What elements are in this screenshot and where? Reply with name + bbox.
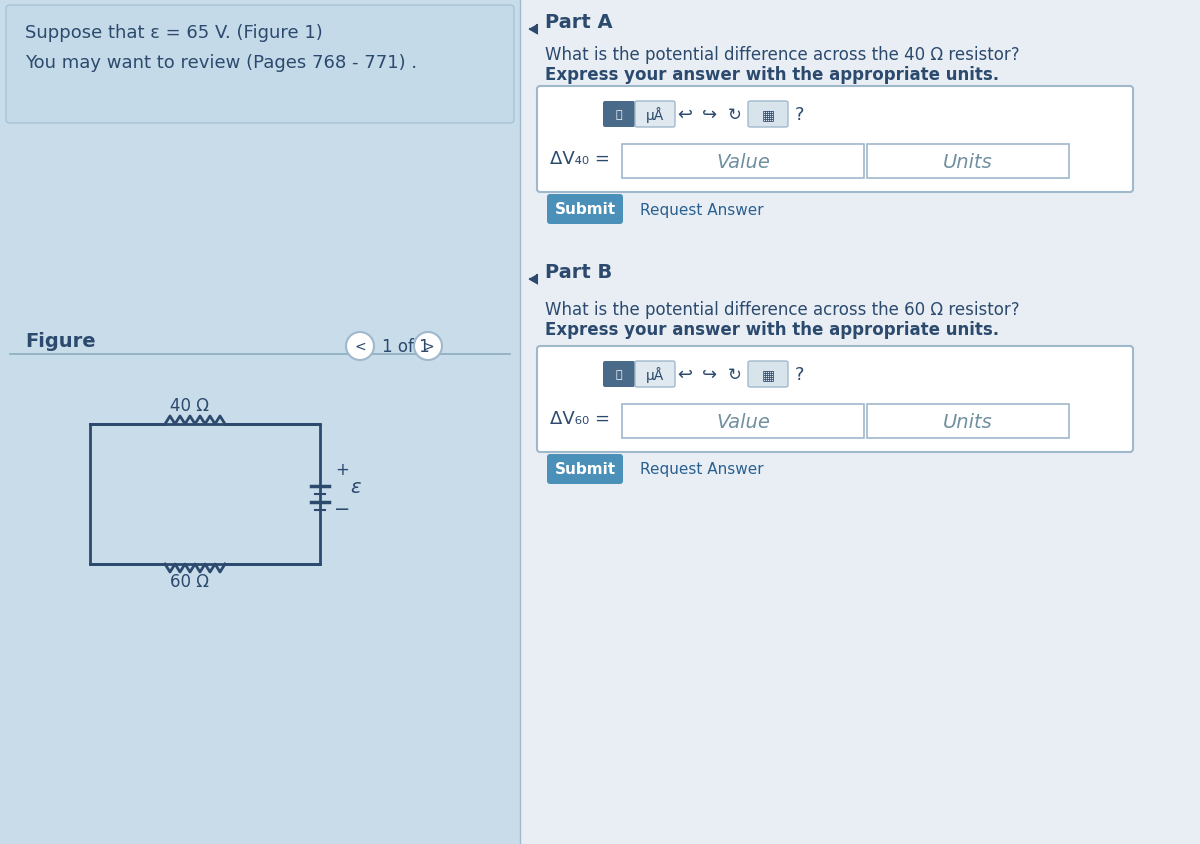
Text: ⬜: ⬜	[616, 370, 623, 380]
Text: >: >	[422, 339, 434, 354]
FancyBboxPatch shape	[635, 102, 674, 127]
FancyBboxPatch shape	[547, 454, 623, 484]
Text: Figure: Figure	[25, 332, 96, 350]
Text: μÅ: μÅ	[646, 107, 664, 123]
Text: ↪: ↪	[702, 106, 718, 124]
Text: Submit: Submit	[554, 203, 616, 217]
Text: ▦: ▦	[762, 368, 774, 381]
Text: Value: Value	[716, 152, 770, 171]
Text: ▦: ▦	[762, 108, 774, 122]
Polygon shape	[530, 26, 538, 34]
Text: 1 of 1: 1 of 1	[382, 338, 430, 355]
FancyBboxPatch shape	[604, 102, 635, 127]
Text: ?: ?	[796, 106, 805, 124]
FancyBboxPatch shape	[622, 404, 864, 439]
Text: ↻: ↻	[728, 365, 742, 383]
Text: ε: ε	[350, 478, 360, 496]
Text: Request Answer: Request Answer	[640, 462, 763, 477]
Text: <: <	[354, 339, 366, 354]
FancyBboxPatch shape	[604, 361, 635, 387]
Text: −: −	[334, 500, 350, 518]
Text: ΔV₆₀ =: ΔV₆₀ =	[550, 409, 610, 428]
FancyBboxPatch shape	[866, 145, 1069, 179]
Text: Request Answer: Request Answer	[640, 203, 763, 217]
FancyBboxPatch shape	[748, 361, 788, 387]
Text: ΔV₄₀ =: ΔV₄₀ =	[550, 150, 610, 168]
FancyBboxPatch shape	[866, 404, 1069, 439]
Circle shape	[414, 333, 442, 360]
Text: What is the potential difference across the 40 Ω resistor?: What is the potential difference across …	[545, 46, 1020, 64]
Text: 40 Ω: 40 Ω	[170, 397, 210, 414]
FancyBboxPatch shape	[748, 102, 788, 127]
Text: μÅ: μÅ	[646, 366, 664, 382]
Text: ?: ?	[796, 365, 805, 383]
FancyBboxPatch shape	[635, 361, 674, 387]
Text: Part A: Part A	[545, 13, 613, 32]
FancyBboxPatch shape	[0, 0, 520, 844]
FancyBboxPatch shape	[520, 0, 1200, 844]
FancyBboxPatch shape	[622, 145, 864, 179]
Polygon shape	[530, 276, 538, 284]
FancyBboxPatch shape	[538, 87, 1133, 192]
Text: Units: Units	[943, 412, 992, 431]
Text: ⬜: ⬜	[616, 110, 623, 120]
FancyBboxPatch shape	[6, 6, 514, 124]
Text: ↩: ↩	[678, 365, 692, 383]
Text: Suppose that ε = 65 V. (Figure 1): Suppose that ε = 65 V. (Figure 1)	[25, 24, 323, 42]
Text: Submit: Submit	[554, 462, 616, 477]
Text: You may want to review (Pages 768 - 771) .: You may want to review (Pages 768 - 771)…	[25, 54, 418, 72]
FancyBboxPatch shape	[547, 195, 623, 225]
Text: Express your answer with the appropriate units.: Express your answer with the appropriate…	[545, 321, 1000, 338]
Text: +: +	[335, 461, 349, 479]
Text: ↪: ↪	[702, 365, 718, 383]
Text: 60 Ω: 60 Ω	[170, 572, 210, 590]
Text: Units: Units	[943, 152, 992, 171]
Text: Express your answer with the appropriate units.: Express your answer with the appropriate…	[545, 66, 1000, 84]
Text: ↩: ↩	[678, 106, 692, 124]
Text: Value: Value	[716, 412, 770, 431]
FancyBboxPatch shape	[538, 347, 1133, 452]
Text: Part B: Part B	[545, 262, 612, 282]
Text: ↻: ↻	[728, 106, 742, 124]
Text: What is the potential difference across the 60 Ω resistor?: What is the potential difference across …	[545, 300, 1020, 319]
Circle shape	[346, 333, 374, 360]
